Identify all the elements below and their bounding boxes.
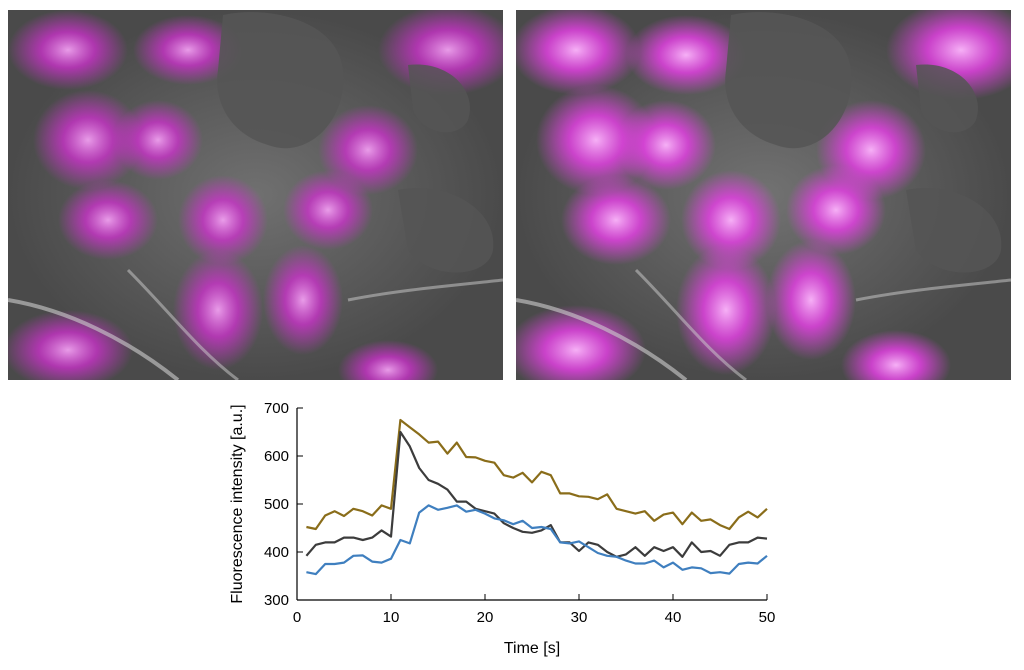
- x-tick-label: 0: [293, 609, 301, 626]
- y-tick-label: 300: [264, 592, 289, 609]
- microscopy-artwork: [8, 10, 503, 380]
- axes: 300 400 500 600 700 0 10 20 30 40 50: [264, 400, 775, 626]
- x-axis-title: Time [s]: [504, 640, 560, 657]
- x-tick-label: 50: [759, 609, 776, 626]
- y-axis-title: Fluorescence intensity [a.u.]: [229, 404, 246, 603]
- y-tick-label: 700: [264, 400, 289, 417]
- plot-area: [305, 418, 768, 576]
- x-tick-label: 20: [477, 609, 494, 626]
- x-tick-label: 10: [383, 609, 400, 626]
- y-tick-label: 600: [264, 448, 289, 465]
- microscopy-image-before: [8, 10, 503, 380]
- y-tick-label: 400: [264, 544, 289, 561]
- microscopy-image-after: [516, 10, 1011, 380]
- fluorescence-line-chart: 300 400 500 600 700 0 10 20 30 40 50 Time [s] Fluo…: [229, 400, 775, 657]
- y-tick-label: 500: [264, 496, 289, 513]
- series-line-1: [305, 430, 768, 558]
- x-tick-label: 30: [571, 609, 588, 626]
- series-line-0: [306, 418, 768, 531]
- series-line-2: [306, 504, 768, 576]
- microscopy-artwork: [516, 10, 1011, 380]
- x-tick-label: 40: [665, 609, 682, 626]
